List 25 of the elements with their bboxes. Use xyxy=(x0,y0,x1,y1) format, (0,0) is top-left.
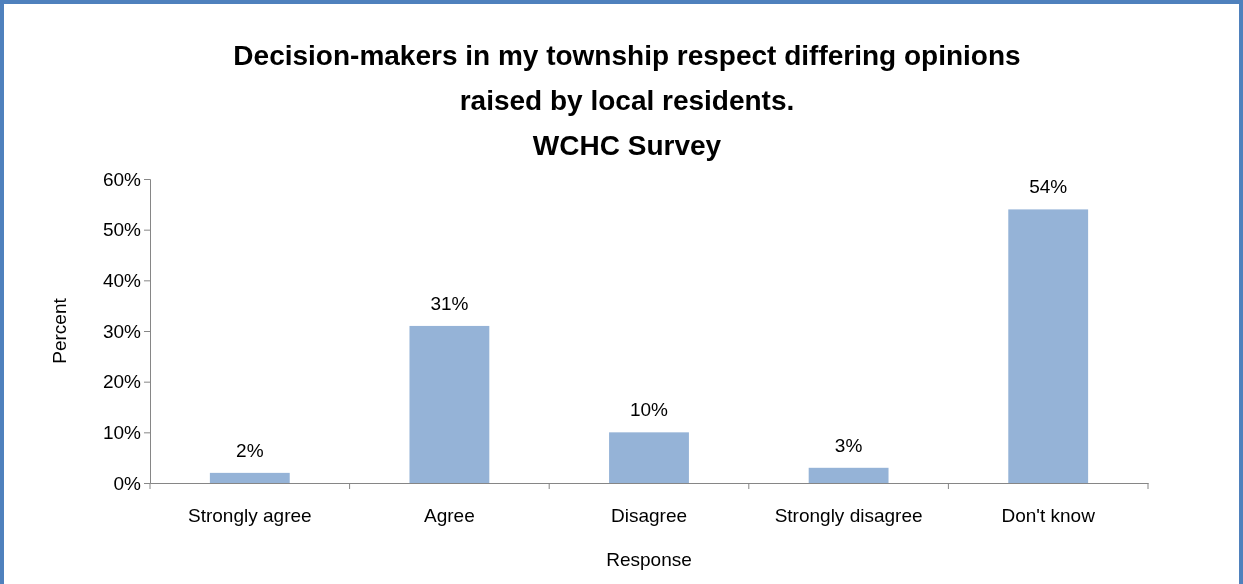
data-label: 2% xyxy=(236,439,264,461)
bar xyxy=(808,467,889,483)
data-label: 31% xyxy=(430,292,469,314)
x-tick-label: Disagree xyxy=(610,505,688,527)
y-tick-label: 40% xyxy=(102,269,142,291)
bar xyxy=(409,325,490,483)
y-axis-title: Percent xyxy=(49,297,70,364)
x-tick-label: Agree xyxy=(424,505,475,527)
data-label: 10% xyxy=(629,399,669,421)
x-axis-title: Response xyxy=(606,549,692,570)
x-tick-label: Strongly disagree xyxy=(774,505,923,527)
y-tick-label: 20% xyxy=(102,371,142,393)
y-tick-label: 10% xyxy=(102,421,142,443)
x-tick-label: Don't know xyxy=(1001,505,1096,527)
bar xyxy=(609,432,689,483)
bar xyxy=(209,472,290,483)
y-tick-label: 50% xyxy=(102,219,142,241)
y-tick-label: 30% xyxy=(102,320,142,342)
y-tick-label: 0% xyxy=(113,472,142,494)
data-label: 3% xyxy=(834,434,863,456)
data-label: 54% xyxy=(1029,176,1068,198)
bar xyxy=(1008,209,1089,483)
x-tick-label: Strongly agree xyxy=(188,505,312,527)
y-tick-label: 60% xyxy=(102,168,142,190)
chart-title: Decision-makers in my township respect differing opinions raised by local residents. WCHC Survey xyxy=(233,40,1021,161)
